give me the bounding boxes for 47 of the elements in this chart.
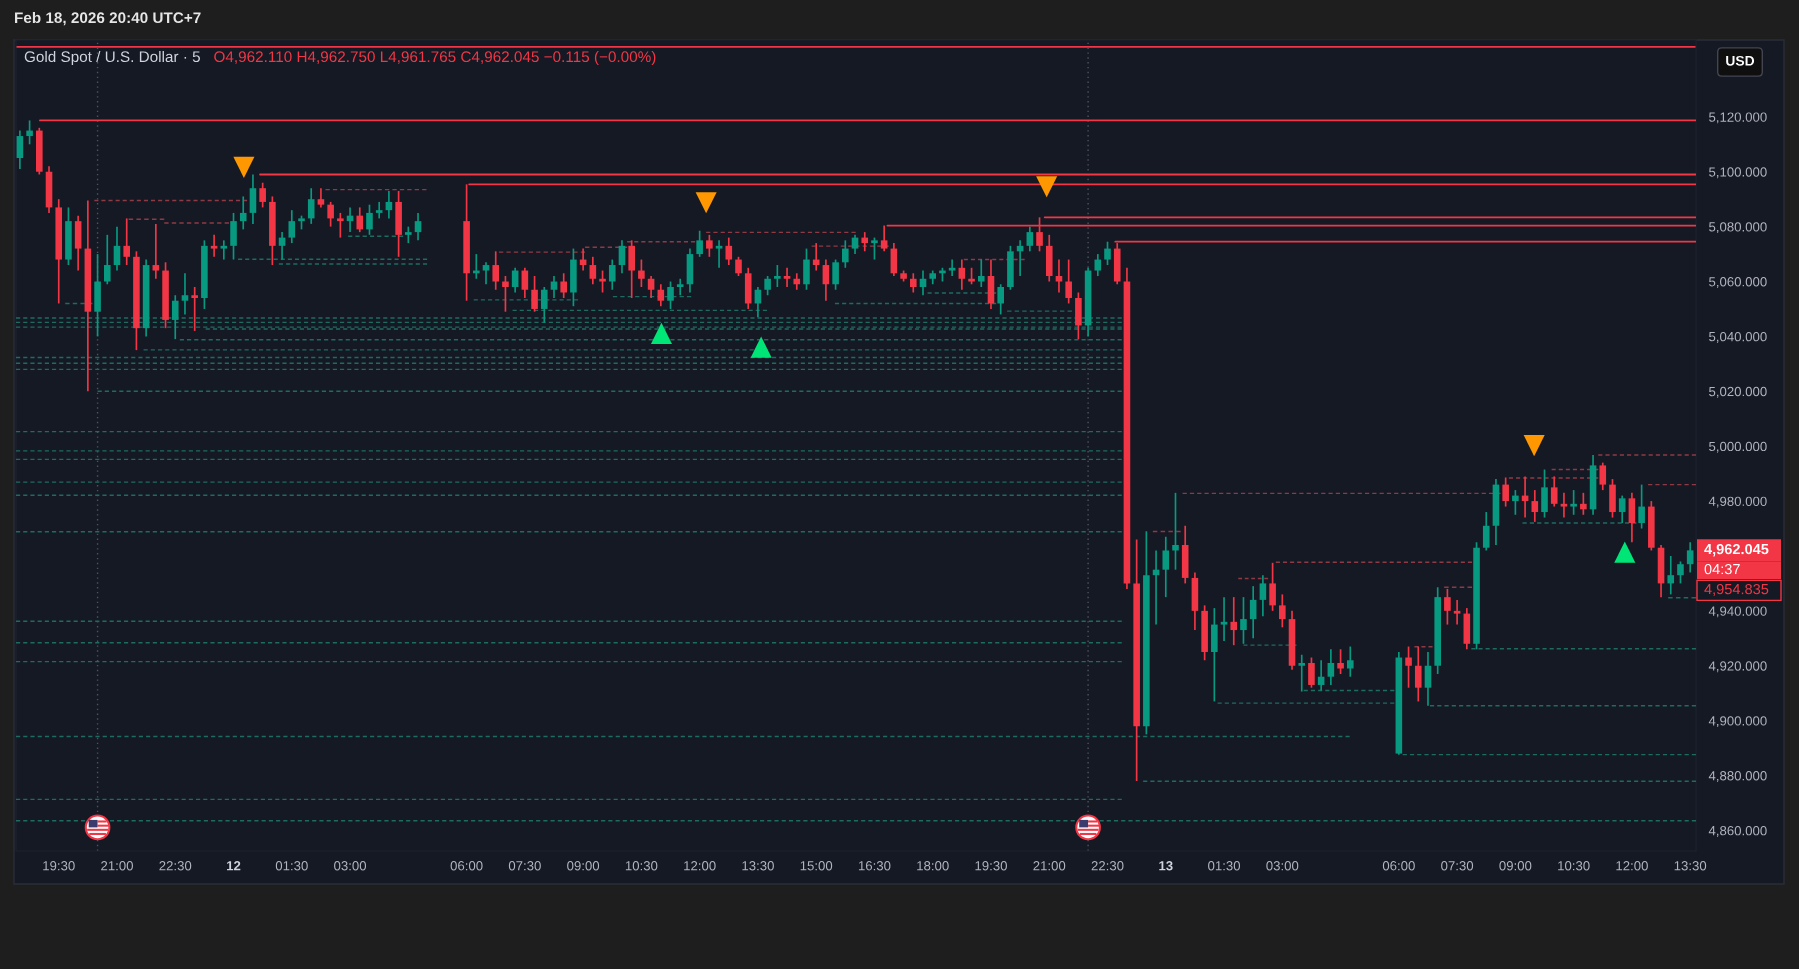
text: Feb 18, 2026 20:40 UTC+7 bbox=[15, 11, 201, 26]
x-tick-label: 12:00 bbox=[1616, 861, 1648, 871]
x-tick-label: 10:30 bbox=[1558, 861, 1590, 871]
y-tick-label: 5,100.000 bbox=[1709, 167, 1767, 179]
x-tick-label: 19:30 bbox=[43, 861, 75, 871]
text: 04:37 bbox=[1704, 563, 1740, 575]
y-tick-label: 5,000.000 bbox=[1709, 441, 1767, 453]
x-tick-label: 19:30 bbox=[975, 861, 1007, 871]
text: O4,962.110 H4,962.750 L4,961.765 C4,962.045 −0.115 (−0.00%) bbox=[214, 50, 656, 66]
y-tick-label: 4,900.000 bbox=[1708, 716, 1767, 728]
y-tick-label: 5,060.000 bbox=[1709, 277, 1767, 288]
x-tick-label: 22:30 bbox=[1091, 861, 1124, 871]
x-tick-label: 10:30 bbox=[625, 861, 658, 871]
x-tick-label: 21:00 bbox=[101, 861, 133, 871]
x-tick-label: 03:00 bbox=[1266, 861, 1299, 871]
x-tick-label: 09:00 bbox=[567, 861, 600, 871]
x-tick-label: 01:30 bbox=[1208, 861, 1241, 871]
x-tick-label: 13:30 bbox=[742, 861, 774, 871]
text: 4,954.835 bbox=[1704, 583, 1769, 596]
x-tick-label: 01:30 bbox=[275, 861, 308, 871]
y-tick-label: 5,080.000 bbox=[1709, 222, 1767, 234]
x-tick-label: 06:00 bbox=[1382, 861, 1415, 871]
x-tick-label: 22:30 bbox=[159, 861, 192, 871]
text: 4,962.045 bbox=[1704, 543, 1769, 557]
x-tick-label: 06:00 bbox=[450, 861, 483, 871]
x-tick-label: 07:30 bbox=[508, 861, 541, 871]
x-tick-label: 07:30 bbox=[1441, 861, 1474, 871]
y-tick-label: 4,860.000 bbox=[1708, 825, 1767, 837]
x-tick-label: 12:00 bbox=[684, 861, 716, 871]
x-tick-label: 09:00 bbox=[1499, 861, 1532, 871]
x-tick-label: 21:00 bbox=[1033, 861, 1066, 871]
y-tick-label: 4,920.000 bbox=[1708, 661, 1767, 673]
y-tick-label: 4,880.000 bbox=[1708, 771, 1767, 782]
x-tick-label: 15:00 bbox=[800, 861, 833, 871]
x-tick-label: 03:00 bbox=[334, 861, 367, 871]
x-tick-label: 18:00 bbox=[917, 861, 949, 871]
x-tick-label: 13:30 bbox=[1674, 861, 1707, 871]
y-tick-label: 4,940.000 bbox=[1708, 606, 1767, 618]
y-tick-label: 5,020.000 bbox=[1709, 386, 1767, 398]
y-tick-label: 5,040.000 bbox=[1709, 331, 1767, 343]
y-tick-label: 4,980.000 bbox=[1708, 496, 1767, 508]
x-tick-label: 16:30 bbox=[858, 861, 891, 871]
x-tick-label: 13 bbox=[1159, 861, 1173, 871]
text: USD bbox=[1726, 55, 1755, 66]
text: Gold Spot / U.S. Dollar · 5 bbox=[24, 50, 200, 66]
y-tick-label: 5,120.000 bbox=[1709, 112, 1767, 124]
x-tick-label: 12 bbox=[227, 861, 241, 871]
